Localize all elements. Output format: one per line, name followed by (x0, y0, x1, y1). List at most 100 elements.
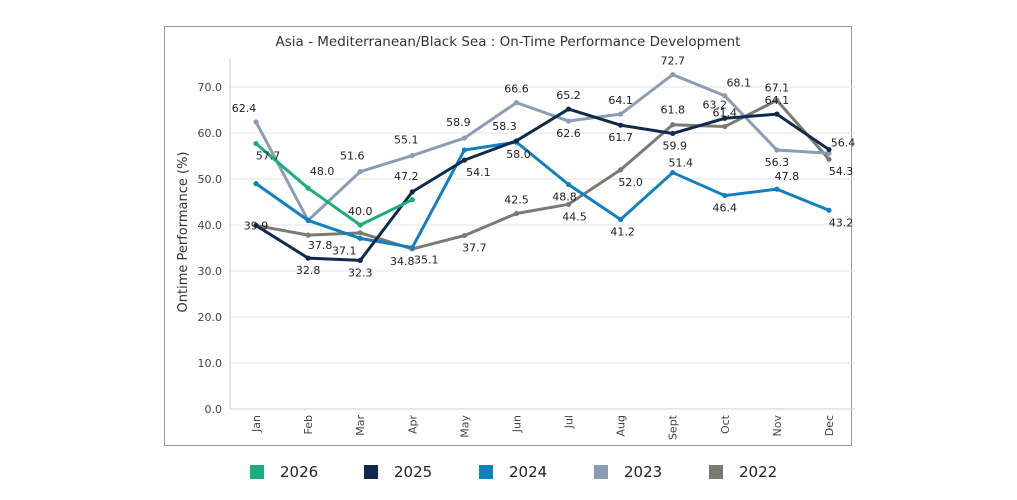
data-label-2022: 52.0 (618, 176, 643, 189)
x-tick-label: May (458, 415, 471, 438)
x-tick-label: Nov (771, 415, 784, 437)
point-2024 (618, 216, 624, 223)
chart-title: Asia - Mediterranean/Black Sea : On-Time… (276, 34, 741, 50)
point-2022 (305, 232, 311, 238)
series-line-2026 (254, 142, 414, 227)
data-label-2025: 63.2 (703, 98, 728, 111)
x-tick-label: Dec (823, 415, 836, 436)
point-2025 (409, 189, 415, 195)
data-label-2024: 35.1 (414, 254, 439, 267)
legend-swatch (250, 465, 264, 479)
data-label-2022: 61.8 (660, 104, 685, 117)
data-label-2024: 47.8 (775, 170, 800, 183)
data-label-2024: 51.4 (668, 157, 693, 170)
y-tick-label: 40.0 (198, 219, 223, 232)
legend: 2026 2025 2024 2023 2022 (0, 458, 1017, 486)
data-label-2023: 64.1 (608, 94, 633, 107)
point-2025 (565, 106, 572, 112)
point-2022 (722, 123, 728, 130)
data-label-2023: 62.6 (556, 127, 581, 140)
data-label-2023: 51.6 (340, 150, 365, 163)
data-label-2022: 61.4 (713, 107, 738, 120)
y-tick-label: 20.0 (198, 311, 223, 324)
point-2025 (357, 257, 363, 264)
x-tick-label: Sept (667, 414, 680, 440)
point-2024 (357, 235, 363, 241)
data-label-2023: 55.1 (394, 134, 419, 147)
data-label-2026: 48.0 (310, 165, 335, 178)
point-2023 (253, 119, 259, 125)
point-2025 (305, 255, 311, 261)
point-2023 (826, 150, 832, 156)
point-2024 (670, 169, 676, 176)
data-label-2024: 48.8 (552, 191, 577, 204)
x-tick-label: Jul (563, 415, 576, 429)
data-label-2025: 64.1 (765, 94, 790, 107)
point-2024 (774, 186, 780, 192)
data-label-2025: 54.1 (466, 166, 491, 179)
legend-label: 2025 (394, 463, 433, 481)
data-labels: 39.9 37.8 34.8 37.7 42.5 44.5 52.0 61.8 61.4 67.1… (232, 55, 855, 280)
legend-swatch (709, 465, 723, 479)
data-label-2023: 66.6 (504, 83, 529, 96)
legend-label: 2026 (280, 463, 319, 481)
point-2023 (461, 135, 467, 141)
point-2026 (253, 140, 259, 147)
legend-item-2025: 2025 (364, 458, 432, 486)
data-label-2024: 58.0 (506, 148, 531, 161)
legend-swatch (479, 465, 493, 479)
data-label-2024: 37.1 (332, 244, 357, 257)
data-label-2023: 62.4 (232, 102, 257, 115)
y-tick-label: 60.0 (198, 127, 223, 140)
point-2022 (670, 122, 676, 128)
point-2026 (357, 222, 363, 228)
x-tick-label: Apr (406, 415, 419, 435)
data-label-2022: 37.7 (462, 242, 487, 255)
data-label-2022: 37.8 (308, 239, 333, 252)
point-2022 (461, 232, 467, 239)
legend-item-2024: 2024 (479, 458, 547, 486)
x-tick-label: Jun (510, 415, 523, 433)
y-axis-ticks: 0.0 10.0 20.0 30.0 40.0 50.0 60.0 70.0 (198, 81, 223, 416)
point-2023 (722, 93, 728, 99)
gridlines (229, 58, 855, 410)
y-tick-label: 0.0 (205, 403, 223, 416)
data-label-2025: 61.7 (608, 131, 633, 144)
point-2024 (461, 147, 467, 153)
point-2024 (409, 244, 415, 251)
point-2025 (826, 146, 832, 153)
y-tick-label: 30.0 (198, 265, 223, 278)
data-label-2026: 57.7 (256, 150, 281, 163)
point-2023 (357, 169, 363, 175)
data-label-2025: 56.4 (831, 137, 856, 150)
point-2022 (357, 230, 363, 236)
data-label-2023: 72.7 (660, 55, 685, 68)
data-label-2023: 56.3 (765, 156, 790, 169)
series-line-2025 (254, 107, 831, 262)
data-label-2025: 47.2 (394, 170, 419, 183)
data-label-2022: 42.5 (504, 194, 529, 207)
point-2025 (513, 138, 520, 144)
series-lines (253, 71, 832, 264)
data-label-2026: 40.0 (348, 205, 373, 218)
point-2025 (253, 222, 259, 229)
point-2022 (618, 167, 624, 173)
data-label-2024: 46.4 (713, 202, 738, 215)
legend-label: 2022 (739, 463, 778, 481)
x-tick-label: Oct (719, 414, 732, 434)
legend-label: 2024 (509, 463, 548, 481)
legend-label: 2023 (624, 463, 663, 481)
x-tick-label: Aug (615, 415, 628, 436)
point-2024 (826, 207, 832, 213)
y-tick-label: 50.0 (198, 173, 223, 186)
point-2024 (722, 192, 728, 199)
series-line-2023 (254, 73, 831, 222)
data-label-2023: 58.9 (446, 116, 471, 129)
x-tick-label: Jan (250, 415, 263, 433)
y-axis-label: Ontime Performance (%) (176, 152, 191, 313)
legend-item-2022: 2022 (709, 458, 777, 486)
y-tick-label: 70.0 (198, 81, 223, 94)
point-2025 (774, 111, 780, 117)
data-label-2025: 58.3 (492, 120, 517, 133)
